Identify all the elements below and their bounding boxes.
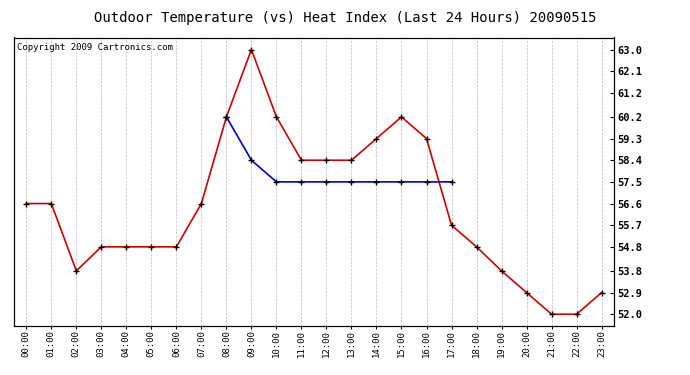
Text: Outdoor Temperature (vs) Heat Index (Last 24 Hours) 20090515: Outdoor Temperature (vs) Heat Index (Las… [94, 11, 596, 25]
Text: Copyright 2009 Cartronics.com: Copyright 2009 Cartronics.com [17, 43, 172, 52]
